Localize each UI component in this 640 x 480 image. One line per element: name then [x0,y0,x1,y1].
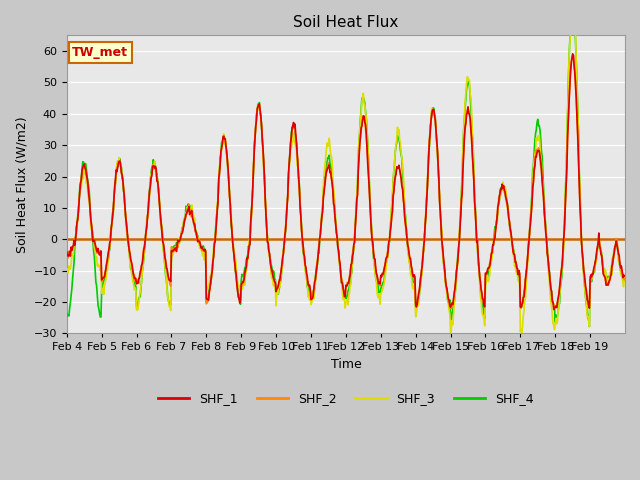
SHF_2 [63,253,70,259]
SHF_3 [518,330,525,336]
SHF_1 [569,51,577,57]
SHF_2 [403,235,411,241]
Line: SHF_1: SHF_1 [67,54,624,310]
SHF_3 [435,158,442,164]
Title: Soil Heat Flux: Soil Heat Flux [293,15,399,30]
Line: SHF_4: SHF_4 [67,1,624,326]
SHF_4 [231,259,239,265]
Legend: SHF_1, SHF_2, SHF_3, SHF_4: SHF_1, SHF_2, SHF_3, SHF_4 [153,387,539,410]
SHF_1 [403,235,411,240]
SHF_2 [447,306,455,312]
SHF_3 [259,131,266,137]
X-axis label: Time: Time [330,358,361,371]
SHF_1 [620,273,628,279]
SHF_3 [280,249,287,255]
SHF_1 [280,251,287,257]
SHF_2 [231,259,239,264]
SHF_3 [231,250,239,256]
SHF_3 [569,0,577,1]
SHF_4 [620,276,628,282]
SHF_1 [259,136,266,142]
SHF_1 [63,249,70,255]
SHF_4 [403,238,411,243]
SHF_1 [129,263,136,269]
SHF_1 [550,307,557,312]
SHF_4 [129,271,136,277]
SHF_3 [129,274,136,280]
SHF_4 [280,248,287,253]
SHF_4 [435,167,442,172]
SHF_3 [63,268,70,274]
SHF_3 [620,276,628,282]
SHF_2 [259,137,266,143]
SHF_4 [259,137,266,143]
SHF_2 [129,264,136,270]
SHF_1 [435,164,442,169]
SHF_4 [63,311,70,317]
SHF_3 [403,232,411,238]
SHF_2 [569,53,577,59]
SHF_4 [586,324,593,329]
Y-axis label: Soil Heat Flux (W/m2): Soil Heat Flux (W/m2) [15,116,28,252]
SHF_1 [231,260,239,266]
SHF_2 [280,250,287,255]
SHF_2 [435,166,442,171]
Text: TW_met: TW_met [72,46,129,59]
Line: SHF_2: SHF_2 [67,56,624,309]
SHF_4 [568,0,576,4]
Line: SHF_3: SHF_3 [67,0,624,333]
SHF_2 [620,277,628,283]
